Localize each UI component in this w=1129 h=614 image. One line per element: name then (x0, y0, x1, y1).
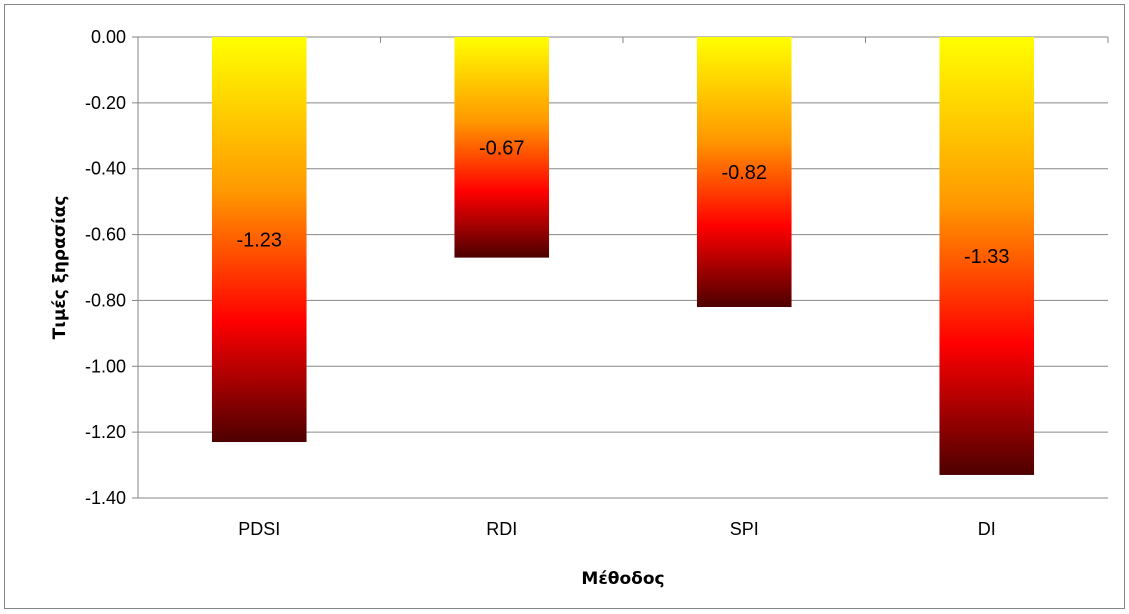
x-tick-label: PDSI (238, 519, 280, 539)
data-label: -1.33 (964, 246, 1010, 268)
data-label: -0.82 (721, 162, 767, 184)
y-tick-label: -1.20 (85, 422, 126, 442)
x-tick-label: DI (978, 519, 996, 539)
y-axis-title: Τιμές ξηρασίας (50, 196, 70, 340)
bar-spi (696, 37, 792, 308)
bar-pdsi (211, 37, 307, 443)
labels: 0.00 -0.20 -0.40 -0.60 -0.80 -1.00 -1.20 -1.40 -… (85, 27, 1010, 539)
x-tick-label: SPI (730, 519, 759, 539)
y-tick-label: -0.20 (85, 93, 126, 113)
y-tick-label: -0.60 (85, 225, 126, 245)
x-axis-title: Μέθοδος (581, 569, 664, 589)
chart-frame (4, 4, 1125, 609)
y-tick-label: -0.40 (85, 159, 126, 179)
y-tick-label: -1.40 (85, 488, 126, 508)
data-label: -0.67 (479, 137, 525, 159)
y-tick-label: 0.00 (91, 27, 126, 47)
bar-di (939, 37, 1035, 475)
y-tick-label: -1.00 (85, 356, 126, 376)
axes (132, 36, 1109, 499)
data-label: -1.23 (236, 230, 282, 252)
y-tick-label: -0.80 (85, 290, 126, 310)
x-tick-label: RDI (486, 519, 517, 539)
bars (211, 37, 1035, 475)
bar-rdi (454, 37, 550, 258)
